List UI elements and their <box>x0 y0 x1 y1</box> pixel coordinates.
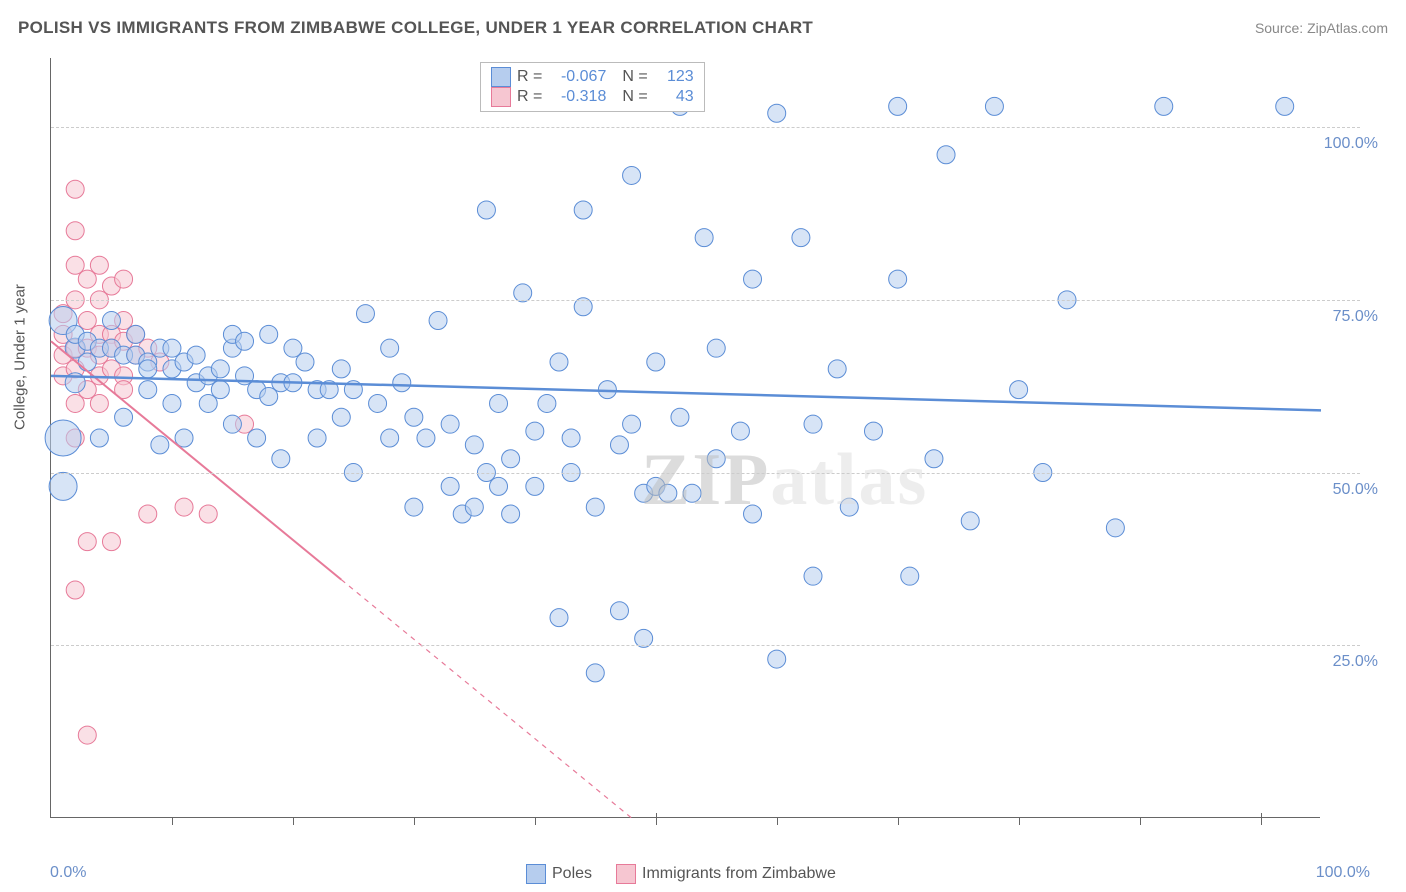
x-tick <box>898 817 899 825</box>
stat-r-value: -0.067 <box>548 68 606 86</box>
legend-label: Immigrants from Zimbabwe <box>642 865 836 883</box>
stat-n-value: 43 <box>654 88 694 106</box>
scatter-plot: ZIPatlas <box>50 58 1320 818</box>
chart-title: POLISH VS IMMIGRANTS FROM ZIMBABWE COLLE… <box>18 18 813 38</box>
legend-swatch-icon <box>526 864 546 884</box>
x-tick <box>172 817 173 825</box>
x-tick <box>535 817 536 825</box>
x-tick-label: 0.0% <box>50 864 86 882</box>
x-tick <box>656 813 657 825</box>
x-tick <box>1140 817 1141 825</box>
source-attribution: Source: ZipAtlas.com <box>1255 20 1388 36</box>
gridline <box>51 645 1360 646</box>
stat-n-label: N = <box>622 68 647 86</box>
stat-row: R = -0.067 N = 123 <box>491 67 694 87</box>
x-tick <box>293 817 294 825</box>
legend-item-poles: Poles <box>526 864 592 884</box>
stat-r-label: R = <box>517 68 542 86</box>
x-tick <box>1019 817 1020 825</box>
x-tick <box>414 817 415 825</box>
y-tick-label: 25.0% <box>1333 653 1378 671</box>
stat-swatch-icon <box>491 87 511 107</box>
chart-canvas <box>51 58 1320 817</box>
x-tick-label: 100.0% <box>1316 864 1370 882</box>
stat-row: R = -0.318 N = 43 <box>491 87 694 107</box>
x-tick <box>1261 813 1262 825</box>
gridline <box>51 300 1360 301</box>
legend-label: Poles <box>552 865 592 883</box>
stat-n-value: 123 <box>654 68 694 86</box>
y-tick-label: 50.0% <box>1333 481 1378 499</box>
legend: Poles Immigrants from Zimbabwe <box>520 864 842 884</box>
legend-item-zimbabwe: Immigrants from Zimbabwe <box>616 864 836 884</box>
correlation-stats-box: R = -0.067 N = 123 R = -0.318 N = 43 <box>480 62 705 112</box>
x-tick <box>777 817 778 825</box>
stat-swatch-icon <box>491 67 511 87</box>
gridline <box>51 127 1360 128</box>
y-axis-label: College, Under 1 year <box>12 284 29 430</box>
y-tick-label: 100.0% <box>1324 135 1378 153</box>
gridline <box>51 473 1360 474</box>
stat-r-label: R = <box>517 88 542 106</box>
stat-n-label: N = <box>622 88 647 106</box>
stat-r-value: -0.318 <box>548 88 606 106</box>
legend-swatch-icon <box>616 864 636 884</box>
y-tick-label: 75.0% <box>1333 308 1378 326</box>
